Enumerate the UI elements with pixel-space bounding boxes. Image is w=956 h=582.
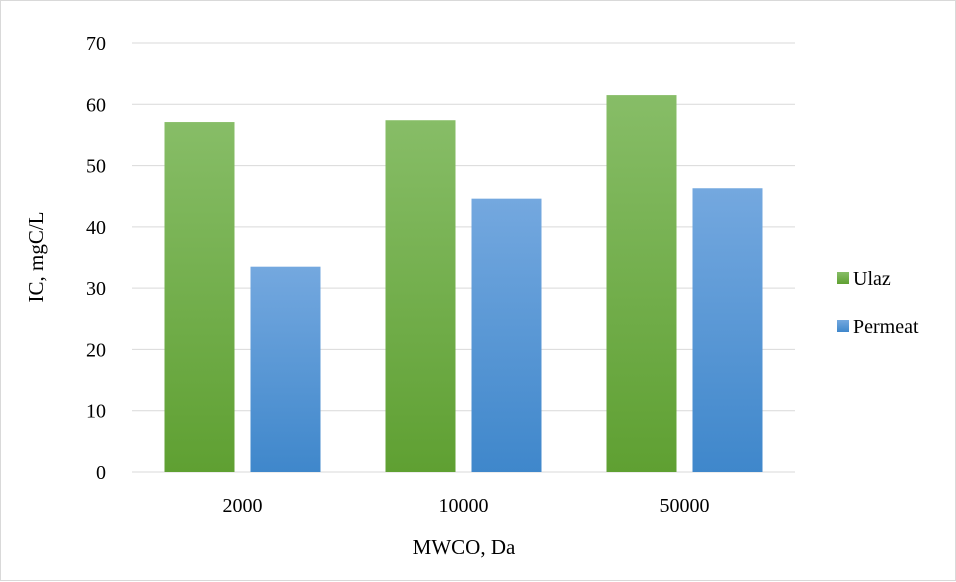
legend-label-permeat: Permeat [853, 316, 919, 338]
y-tick-label: 30 [86, 278, 106, 300]
y-tick-labels: 0 10 20 30 40 50 60 70 [86, 33, 106, 484]
bar-permeat-2000 [251, 267, 321, 472]
bars [165, 95, 763, 472]
legend: Ulaz Permeat [837, 268, 919, 338]
bar-permeat-10000 [472, 199, 542, 472]
y-tick-label: 50 [86, 156, 106, 178]
x-axis-title: MWCO, Da [413, 535, 516, 559]
y-tick-label: 60 [86, 94, 106, 116]
bar-ulaz-2000 [165, 122, 235, 472]
y-tick-label: 70 [86, 33, 106, 55]
bar-ulaz-50000 [607, 95, 677, 472]
legend-swatch-ulaz [837, 272, 849, 284]
bar-ulaz-10000 [386, 120, 456, 472]
legend-swatch-permeat [837, 320, 849, 332]
x-tick-label: 10000 [439, 495, 489, 517]
y-tick-label: 20 [86, 339, 106, 361]
x-tick-label: 2000 [223, 495, 263, 517]
x-tick-labels: 2000 10000 50000 [223, 495, 710, 517]
y-tick-label: 40 [86, 217, 106, 239]
y-tick-label: 0 [96, 462, 106, 484]
y-tick-label: 10 [86, 401, 106, 423]
y-axis-title: IC, mgC/L [24, 211, 48, 302]
legend-label-ulaz: Ulaz [853, 268, 891, 290]
x-tick-label: 50000 [660, 495, 710, 517]
bar-permeat-50000 [693, 188, 763, 472]
